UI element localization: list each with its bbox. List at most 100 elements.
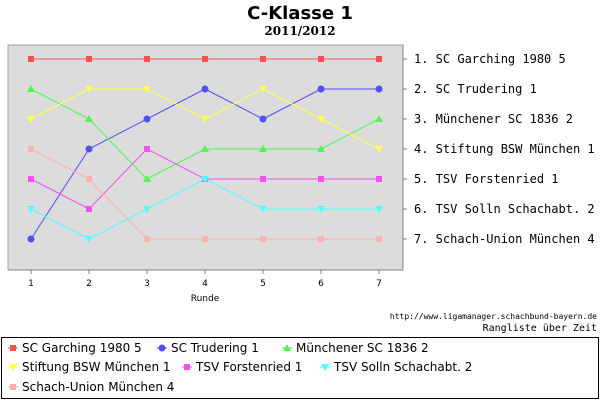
data-point — [85, 115, 93, 122]
x-tick-label: 5 — [260, 279, 266, 289]
x-axis-ticks: 1 2 3 4 5 6 7 — [28, 270, 382, 289]
data-point — [143, 115, 151, 123]
data-point — [27, 85, 35, 92]
legend-marker — [10, 384, 16, 390]
data-point — [144, 56, 150, 62]
data-point — [85, 145, 93, 153]
series-6 — [27, 176, 383, 243]
legend-item: SC Trudering 1 — [157, 341, 259, 355]
data-point — [143, 86, 151, 93]
data-point — [260, 56, 266, 62]
data-point — [28, 176, 34, 182]
team-rank-label: 2. SC Trudering 1 — [414, 82, 537, 96]
chart-subtitle: 2011/2012 — [264, 24, 335, 38]
legend-label: TSV Solln Schachabt. 2 — [333, 360, 472, 374]
series-3 — [27, 85, 383, 182]
data-point — [260, 176, 266, 182]
data-point — [143, 206, 151, 213]
team-rank-label: 3. Münchener SC 1836 2 — [414, 112, 573, 126]
data-point — [259, 145, 267, 152]
team-rank-label: 6. TSV Solln Schachabt. 2 — [414, 202, 595, 216]
series-2 — [27, 85, 383, 243]
data-point — [318, 56, 324, 62]
legend-label: SC Garching 1980 5 — [22, 341, 142, 355]
data-point — [318, 236, 324, 242]
data-point — [144, 146, 150, 152]
x-tick-label: 3 — [144, 279, 150, 289]
x-tick-label: 2 — [86, 279, 92, 289]
data-point — [27, 116, 35, 123]
x-axis-label: Runde — [191, 294, 220, 304]
legend-marker — [283, 344, 291, 351]
legend-marker — [10, 345, 16, 351]
data-point — [27, 206, 35, 213]
legend-item: SC Garching 1980 5 — [8, 341, 142, 355]
team-rank-label: 4. Stiftung BSW München 1 — [414, 142, 595, 156]
team-rank-label: 1. SC Garching 1980 5 — [414, 52, 566, 66]
data-point — [317, 85, 325, 93]
data-point — [86, 176, 92, 182]
legend-label: TSV Forstenried 1 — [195, 360, 302, 374]
data-point — [202, 236, 208, 242]
data-point — [376, 56, 382, 62]
data-point — [202, 56, 208, 62]
data-point — [317, 145, 325, 152]
legend-item: TSV Forstenried 1 — [182, 360, 302, 374]
legend-item: Stiftung BSW München 1 — [8, 360, 171, 374]
x-tick-label: 6 — [318, 279, 324, 289]
legend-box — [1, 337, 599, 399]
x-tick-label: 4 — [202, 279, 208, 289]
series-7 — [28, 146, 382, 242]
x-tick-label: 7 — [376, 279, 382, 289]
data-point — [318, 176, 324, 182]
data-point — [201, 176, 209, 183]
team-rank-label: 5. TSV Forstenried 1 — [414, 172, 559, 186]
legend-marker — [184, 364, 190, 370]
data-point — [86, 56, 92, 62]
data-point — [28, 146, 34, 152]
data-point — [201, 85, 209, 93]
data-point — [85, 236, 93, 243]
legend: SC Garching 1980 5 SC Trudering 1 Münchene… — [8, 341, 472, 394]
legend-label: Stiftung BSW München 1 — [22, 360, 171, 374]
data-point — [144, 236, 150, 242]
legend-marker — [9, 364, 17, 371]
data-point — [259, 206, 267, 213]
legend-marker — [321, 364, 329, 371]
x-tick-label: 1 — [28, 279, 34, 289]
data-point — [27, 235, 35, 243]
data-point — [375, 146, 383, 153]
data-point — [317, 206, 325, 213]
legend-marker — [158, 344, 166, 352]
plot-area — [7, 44, 404, 271]
team-labels: 1. SC Garching 1980 5 2. SC Trudering 1 3.… — [403, 52, 595, 246]
chart-caption: Rangliste über Zeit — [483, 323, 597, 334]
data-point — [201, 116, 209, 123]
data-point — [143, 175, 151, 182]
team-rank-label: 7. Schach-Union München 4 — [414, 232, 595, 246]
data-point — [85, 86, 93, 93]
data-point — [259, 86, 267, 93]
data-point — [375, 85, 383, 93]
source-url[interactable]: http://www.ligamanager.schachbund-bayern… — [390, 312, 597, 321]
legend-label: Schach-Union München 4 — [22, 380, 174, 394]
data-point — [375, 206, 383, 213]
data-point — [259, 115, 267, 123]
data-point — [317, 116, 325, 123]
data-point — [260, 236, 266, 242]
legend-label: Münchener SC 1836 2 — [296, 341, 429, 355]
data-point — [376, 176, 382, 182]
data-point — [201, 145, 209, 152]
data-point — [375, 115, 383, 122]
legend-item: TSV Solln Schachabt. 2 — [320, 360, 472, 374]
legend-item: Münchener SC 1836 2 — [282, 341, 429, 355]
legend-item: Schach-Union München 4 — [8, 380, 174, 394]
data-point — [376, 236, 382, 242]
series-1 — [28, 56, 382, 62]
data-point — [28, 56, 34, 62]
series-layer — [27, 56, 383, 243]
series-4 — [27, 86, 383, 153]
legend-label: SC Trudering 1 — [171, 341, 259, 355]
data-point — [86, 206, 92, 212]
